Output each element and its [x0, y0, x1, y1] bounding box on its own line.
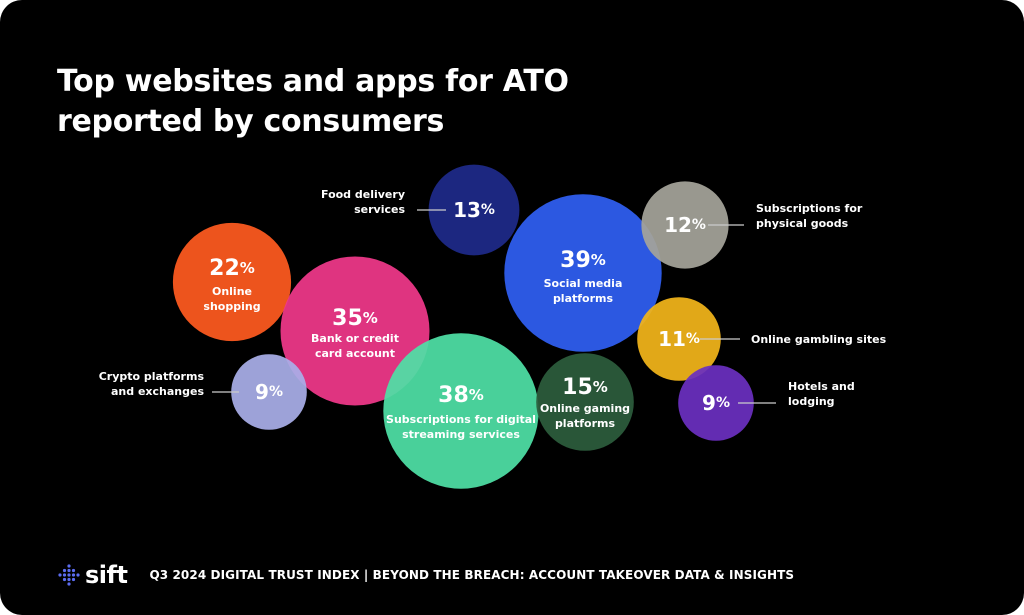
- logo-dot: [67, 582, 71, 586]
- bubble-label-social-media: Social media platforms: [544, 277, 623, 305]
- logo-dot: [71, 568, 76, 573]
- logo-dot: [62, 568, 67, 573]
- footer-source-text: Q3 2024 DIGITAL TRUST INDEX | BEYOND THE…: [149, 568, 795, 582]
- bubble-label-crypto: Crypto platforms and exchanges: [99, 370, 205, 398]
- logo-dot: [71, 577, 76, 582]
- bubble-circle-food-delivery: [428, 164, 520, 256]
- sift-logo-icon: [58, 564, 80, 586]
- bubble-circle-hotels: [678, 365, 754, 441]
- footer: sift Q3 2024 DIGITAL TRUST INDEX | BEYON…: [57, 559, 794, 591]
- bubble-label-food-delivery: Food delivery services: [321, 188, 405, 216]
- bubble-label-hotels: Hotels and lodging: [788, 380, 855, 408]
- bubble-value-gambling: 11%: [658, 327, 700, 351]
- bubble-value-food-delivery: 13%: [453, 198, 495, 222]
- bubble-bank-card: 35%Bank or credit card account: [280, 256, 430, 406]
- logo-dot: [58, 573, 62, 577]
- bubble-circle-bank-card: [280, 256, 430, 406]
- bubble-label-gambling: Online gambling sites: [751, 333, 887, 346]
- logo-dot: [67, 577, 71, 582]
- bubble-circle-crypto: [231, 354, 307, 430]
- bubble-value-crypto: 9%: [255, 380, 283, 404]
- title-line-1: Top websites and apps for ATO: [57, 64, 569, 99]
- bubble-label-streaming: Subscriptions for digital streaming servi…: [386, 413, 536, 441]
- bubble-circle-gaming: [536, 353, 634, 451]
- bubble-social-media: 39% Social media platforms: [504, 194, 662, 352]
- bubble-value-gaming: 15%: [562, 375, 608, 400]
- bubble-gambling: 11% Online gambling sites: [637, 297, 887, 381]
- bubble-circle-gambling: [637, 297, 721, 381]
- bubble-label-physical-goods: Subscriptions for physical goods: [756, 202, 863, 230]
- bubble-streaming: 38% Subscriptions for digital streaming se…: [383, 333, 539, 489]
- bubble-label-gaming: Online gaming platforms: [540, 402, 630, 430]
- logo-dot: [62, 573, 67, 577]
- bubble-value-bank-card: 35%: [332, 306, 378, 331]
- bubble-crypto: 9% Crypto platforms and exchanges: [99, 354, 307, 430]
- logo-dot: [62, 577, 67, 582]
- bubble-food-delivery: 13% Food delivery services: [321, 164, 520, 256]
- bubble-value-streaming: 38%: [438, 383, 484, 408]
- logo-dot: [67, 573, 71, 577]
- logo-dot: [67, 564, 71, 568]
- bubble-gaming: 15%Online gaming platforms: [536, 353, 634, 451]
- bubble-label-bank-card: Bank or credit card account: [311, 332, 399, 360]
- logo-dot: [67, 568, 71, 573]
- bubble-label-online-shopping: Online shopping: [203, 285, 260, 313]
- sift-logo-text: sift: [85, 561, 128, 589]
- logo-dot: [71, 573, 76, 577]
- logo-dot: [76, 573, 80, 577]
- bubble-value-social-media: 39%: [560, 248, 606, 273]
- bubble-circle-physical-goods: [641, 181, 729, 269]
- sift-logo: sift: [57, 561, 128, 589]
- bubble-value-hotels: 9%: [702, 391, 730, 415]
- bubble-circle-social-media: [504, 194, 662, 352]
- bubble-value-physical-goods: 12%: [664, 213, 706, 237]
- title-line-2: reported by consumers: [57, 104, 445, 139]
- bubble-value-online-shopping: 22%: [209, 256, 255, 281]
- bubble-circle-online-shopping: [172, 222, 292, 342]
- bubble-hotels: 9% Hotels and lodging: [678, 365, 855, 441]
- bubble-circle-streaming: [383, 333, 539, 489]
- bubble-physical-goods: 12% Subscriptions for physical goods: [641, 181, 863, 269]
- chart-title: Top websites and apps for ATO reported b…: [57, 62, 569, 142]
- bubble-online-shopping: 22% Online shopping: [172, 222, 292, 342]
